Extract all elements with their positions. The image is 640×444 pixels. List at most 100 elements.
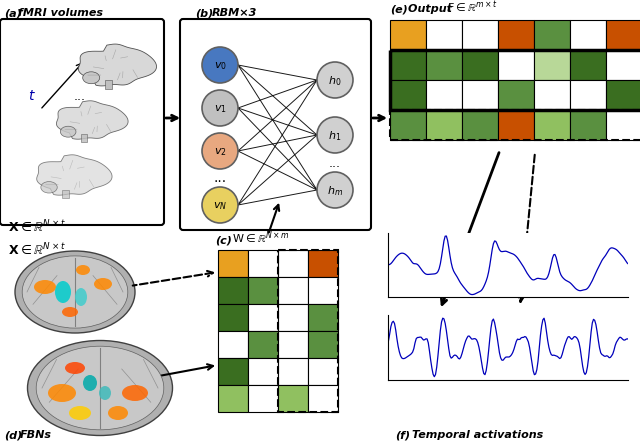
Text: $h_m$: $h_m$ <box>327 184 343 198</box>
Bar <box>308 277 338 304</box>
Bar <box>498 20 534 50</box>
PathPatch shape <box>79 44 157 86</box>
Bar <box>248 277 278 304</box>
Bar <box>278 250 338 412</box>
Bar <box>534 20 570 50</box>
Bar <box>218 277 248 304</box>
Bar <box>278 304 308 331</box>
Bar <box>278 385 308 412</box>
Bar <box>570 80 606 110</box>
Text: $\mathbf{X} \in \mathbb{R}^{N\times t}$: $\mathbf{X} \in \mathbb{R}^{N\times t}$ <box>8 242 66 258</box>
Bar <box>278 277 308 304</box>
Ellipse shape <box>75 288 87 306</box>
Ellipse shape <box>94 278 112 290</box>
Circle shape <box>317 117 353 153</box>
Text: (c): (c) <box>215 235 232 245</box>
Bar <box>390 110 640 140</box>
Ellipse shape <box>15 251 135 333</box>
Ellipse shape <box>48 384 76 402</box>
Bar <box>218 331 248 358</box>
Bar <box>308 250 338 277</box>
Ellipse shape <box>99 386 111 400</box>
Text: (b): (b) <box>195 8 213 18</box>
Bar <box>462 20 498 50</box>
Text: $t$: $t$ <box>28 89 36 103</box>
Ellipse shape <box>28 341 173 436</box>
Bar <box>462 110 498 140</box>
Ellipse shape <box>69 406 91 420</box>
Text: ...: ... <box>213 171 227 185</box>
Bar <box>308 304 338 331</box>
Bar <box>390 20 426 50</box>
Bar <box>308 385 338 412</box>
Ellipse shape <box>41 182 57 193</box>
Text: $\mathrm{F} \in \mathbb{R}^{m\times t}$: $\mathrm{F} \in \mathbb{R}^{m\times t}$ <box>447 0 498 15</box>
Ellipse shape <box>62 307 78 317</box>
Text: $h_0$: $h_0$ <box>328 74 342 88</box>
Bar <box>570 20 606 50</box>
Bar <box>606 50 640 80</box>
Bar <box>248 331 278 358</box>
Text: (d): (d) <box>4 430 22 440</box>
Text: (e): (e) <box>390 4 408 14</box>
Bar <box>570 110 606 140</box>
Bar <box>498 110 534 140</box>
Ellipse shape <box>122 385 148 401</box>
FancyBboxPatch shape <box>0 19 164 225</box>
Bar <box>308 331 338 358</box>
Bar <box>248 358 278 385</box>
Bar <box>426 50 462 80</box>
Bar <box>606 80 640 110</box>
Circle shape <box>202 90 238 126</box>
Text: $\mathbf{X} \in \mathbb{R}^{N\times t}$: $\mathbf{X} \in \mathbb{R}^{N\times t}$ <box>8 218 66 235</box>
Ellipse shape <box>65 362 85 374</box>
Bar <box>606 110 640 140</box>
Ellipse shape <box>76 265 90 275</box>
Circle shape <box>317 62 353 98</box>
Ellipse shape <box>108 406 128 420</box>
Bar <box>462 50 498 80</box>
Text: $v_0$: $v_0$ <box>214 60 227 72</box>
Bar <box>278 250 308 277</box>
Bar <box>534 110 570 140</box>
Bar <box>278 331 308 358</box>
Text: (a): (a) <box>4 8 22 18</box>
Bar <box>81 134 87 142</box>
Bar <box>308 358 338 385</box>
Bar <box>390 80 426 110</box>
Text: $\mathrm{W} \in \mathbb{R}^{N\times m}$: $\mathrm{W} \in \mathbb{R}^{N\times m}$ <box>232 230 290 246</box>
Bar <box>498 50 534 80</box>
Bar <box>390 110 426 140</box>
Bar <box>218 358 248 385</box>
Bar <box>606 20 640 50</box>
Bar <box>248 250 278 277</box>
Text: $v_N$: $v_N$ <box>213 200 227 212</box>
Text: $v_1$: $v_1$ <box>214 103 227 115</box>
Bar <box>390 50 640 110</box>
Bar <box>426 110 462 140</box>
Circle shape <box>202 47 238 83</box>
Bar <box>390 50 426 80</box>
Bar <box>62 190 68 198</box>
Text: ...: ... <box>329 156 341 170</box>
PathPatch shape <box>36 155 112 195</box>
Bar <box>498 80 534 110</box>
Bar <box>218 250 248 277</box>
Text: (f): (f) <box>395 430 410 440</box>
Bar <box>462 80 498 110</box>
FancyBboxPatch shape <box>180 19 371 230</box>
Bar <box>218 304 248 331</box>
Ellipse shape <box>36 346 164 430</box>
Circle shape <box>317 172 353 208</box>
Text: Temporal activations: Temporal activations <box>412 430 543 440</box>
Text: FBNs: FBNs <box>20 430 52 440</box>
Ellipse shape <box>22 256 128 328</box>
Text: ...: ... <box>74 90 86 103</box>
Text: RBM×3: RBM×3 <box>212 8 257 18</box>
Bar <box>426 20 462 50</box>
Text: $v_2$: $v_2$ <box>214 146 227 158</box>
Ellipse shape <box>83 72 100 84</box>
Bar <box>278 358 308 385</box>
Text: $h_1$: $h_1$ <box>328 129 342 143</box>
Bar <box>570 50 606 80</box>
